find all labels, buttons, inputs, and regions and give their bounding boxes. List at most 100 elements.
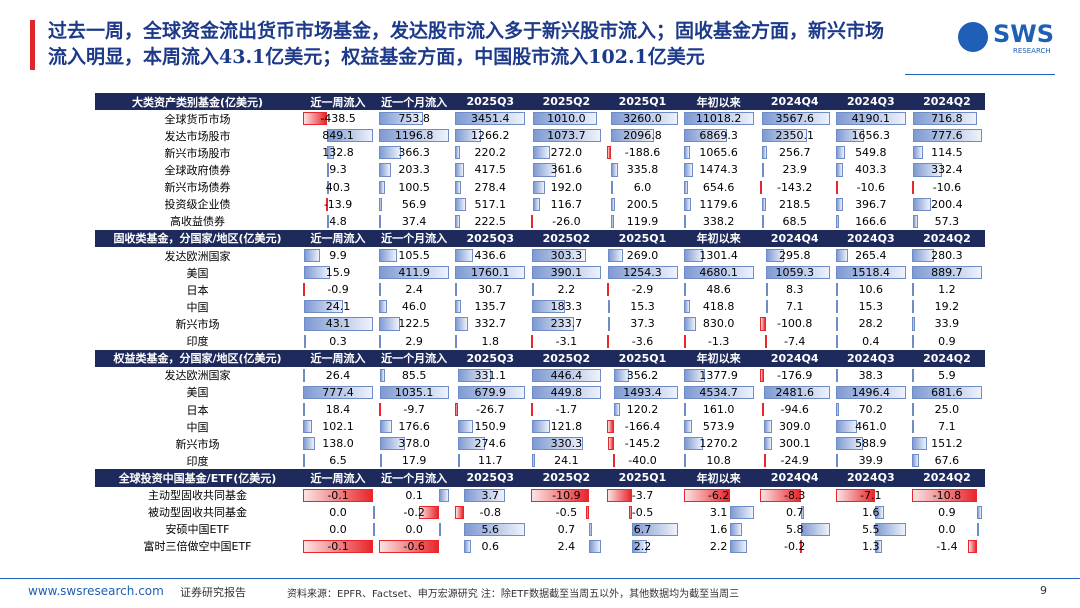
cell-value: 331.1 (474, 368, 507, 382)
cell-value: 5.8 (785, 522, 804, 536)
column-header: 2024Q3 (832, 349, 909, 367)
cell: -438.5 (300, 110, 376, 127)
cell: 356.2 (604, 367, 680, 384)
data-bar (455, 505, 464, 519)
data-bar (764, 420, 773, 434)
cell-value: 0.0 (329, 522, 347, 536)
cell-value: 2350.1 (775, 129, 814, 143)
data-bar (379, 249, 398, 263)
cell: 300.1 (757, 435, 833, 452)
cell-value: 150.9 (474, 420, 507, 434)
data-bar (683, 112, 754, 126)
cell-value: 10.8 (706, 454, 731, 468)
column-header: 近一个月流入 (376, 93, 453, 111)
cell: 1.6 (833, 504, 909, 521)
data-bar (379, 112, 424, 126)
data-bar (455, 214, 460, 228)
cell-value: -3.7 (631, 488, 654, 502)
cell: 1270.2 (681, 435, 757, 452)
cell: 183.3 (528, 298, 604, 315)
column-header: 2024Q3 (832, 229, 909, 247)
row-label: 发达欧洲国家 (164, 369, 231, 383)
cell: 176.6 (376, 418, 452, 435)
cell: 7.1 (757, 298, 833, 315)
cell: 200.4 (909, 196, 985, 213)
data-bar (455, 180, 461, 194)
cell-value: -100.8 (776, 317, 813, 331)
data-bar (531, 214, 534, 228)
cell: -40.0 (604, 452, 680, 469)
cell-value: 378.0 (398, 437, 430, 451)
cell: 338.2 (681, 213, 757, 230)
cell: -0.5 (604, 504, 680, 521)
cell-value: 446.4 (550, 368, 583, 382)
row-label: 新兴市场债券 (164, 181, 231, 195)
cell: 38.3 (833, 367, 909, 384)
cell: 280.3 (909, 247, 985, 264)
data-bar (326, 214, 329, 228)
cell-value: 233.7 (550, 317, 583, 331)
cell: -94.6 (757, 401, 833, 418)
cell-value: -1.3 (707, 334, 730, 348)
cell: 0.9 (909, 333, 985, 350)
cell: 9.9 (300, 247, 376, 264)
data-bar (303, 420, 313, 434)
cell-value: 1377.9 (699, 368, 738, 382)
cell-value: -10.6 (856, 180, 886, 194)
column-header: 2024Q4 (756, 349, 833, 367)
cell: 3567.6 (757, 110, 833, 127)
cell-value: 203.3 (398, 163, 430, 177)
cell-value: 1656.3 (851, 129, 891, 143)
cell-value: 1518.4 (851, 266, 891, 280)
data-bar (379, 129, 450, 143)
cell: 1179.6 (681, 196, 757, 213)
column-header: 2025Q1 (604, 469, 681, 487)
cell: 446.4 (528, 367, 604, 384)
cell-value: 849.1 (322, 129, 354, 143)
cell: 2.2 (681, 538, 757, 555)
cell-value: 0.1 (405, 488, 423, 502)
cell: 0.7 (528, 521, 604, 538)
cell-value: 2.2 (557, 283, 576, 297)
cell-value: 274.6 (474, 437, 507, 451)
cell-value: -10.9 (552, 488, 581, 502)
data-bar (326, 180, 330, 194)
cell: 11018.2 (681, 110, 757, 127)
data-bar (455, 163, 464, 177)
data-bar (379, 163, 392, 177)
cell-value: 161.0 (702, 403, 735, 417)
data-bar (607, 249, 623, 263)
cell-value: 265.4 (855, 249, 887, 263)
cell-value: 0.0 (405, 522, 423, 536)
cell: 24.1 (528, 452, 604, 469)
data-bar (835, 146, 846, 160)
data-bar (611, 214, 614, 228)
cell: 1035.1 (376, 384, 452, 401)
cell: -7.1 (833, 487, 909, 504)
cell-value: -1.7 (555, 403, 578, 417)
cell: -10.6 (909, 179, 985, 196)
data-bar (875, 505, 885, 519)
cell-value: 3260.0 (623, 112, 662, 126)
cell: 1493.4 (604, 384, 680, 401)
column-header: 2025Q3 (452, 229, 529, 247)
cell: 1059.3 (757, 264, 833, 281)
cell: 0.0 (376, 521, 452, 538)
data-bar (683, 420, 693, 434)
cell-value: 10.6 (858, 283, 884, 297)
cell: 274.6 (452, 435, 528, 452)
data-bar (379, 454, 382, 468)
cell-value: 449.8 (550, 385, 583, 399)
cell: 0.0 (300, 504, 376, 521)
cell: 15.3 (604, 298, 680, 315)
cell: 1518.4 (833, 264, 909, 281)
data-bar (911, 454, 919, 468)
cell-value: 0.0 (329, 505, 347, 519)
data-bar (911, 420, 914, 434)
cell: -0.6 (376, 538, 452, 555)
data-bar (455, 334, 458, 348)
cell: -10.6 (833, 179, 909, 196)
data-bar (911, 403, 915, 417)
cell-value: 418.8 (702, 300, 735, 314)
logo: SWS (993, 20, 1055, 48)
